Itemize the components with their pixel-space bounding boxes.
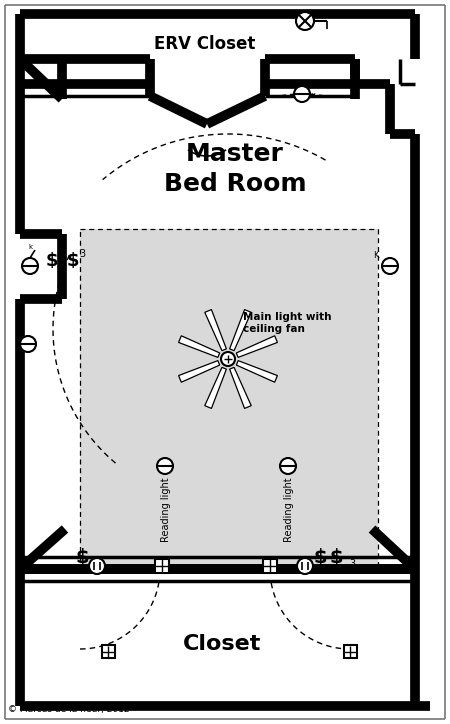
Circle shape — [22, 258, 38, 274]
Text: $: $ — [313, 549, 327, 568]
Polygon shape — [236, 361, 277, 382]
Polygon shape — [205, 310, 226, 350]
Polygon shape — [179, 336, 220, 358]
Polygon shape — [179, 361, 220, 382]
Bar — [80, 229, 378, 569]
Circle shape — [221, 352, 235, 366]
Text: x: x — [106, 563, 111, 572]
Text: Reading light: Reading light — [161, 477, 171, 542]
Circle shape — [157, 458, 173, 474]
Circle shape — [280, 458, 296, 474]
Text: $: $ — [329, 549, 343, 568]
Text: © Marcus de la fleur, 2012: © Marcus de la fleur, 2012 — [8, 705, 130, 714]
Text: K: K — [60, 263, 66, 273]
Circle shape — [297, 558, 313, 574]
Circle shape — [294, 86, 310, 102]
Text: x: x — [311, 91, 316, 100]
Circle shape — [89, 558, 105, 574]
Circle shape — [20, 336, 36, 352]
Circle shape — [382, 258, 398, 274]
Text: $: $ — [46, 252, 58, 270]
Bar — [344, 645, 357, 658]
Text: Closet: Closet — [183, 634, 261, 654]
Text: Main light with
ceiling fan: Main light with ceiling fan — [243, 311, 332, 334]
Text: ERV Closet: ERV Closet — [154, 35, 256, 53]
Text: $: $ — [67, 252, 79, 270]
Bar — [102, 645, 115, 658]
Polygon shape — [205, 367, 226, 408]
Text: 3: 3 — [349, 559, 355, 569]
Text: k: k — [28, 244, 32, 250]
Bar — [155, 559, 169, 573]
Text: Master
Bed Room: Master Bed Room — [164, 142, 306, 196]
Bar — [263, 559, 277, 573]
Polygon shape — [230, 310, 251, 350]
Polygon shape — [230, 367, 251, 408]
Polygon shape — [236, 336, 277, 358]
Text: 3: 3 — [79, 249, 85, 259]
Text: K: K — [373, 251, 379, 260]
Circle shape — [296, 12, 314, 30]
Text: Reading light: Reading light — [284, 477, 294, 542]
Text: $: $ — [75, 549, 89, 568]
